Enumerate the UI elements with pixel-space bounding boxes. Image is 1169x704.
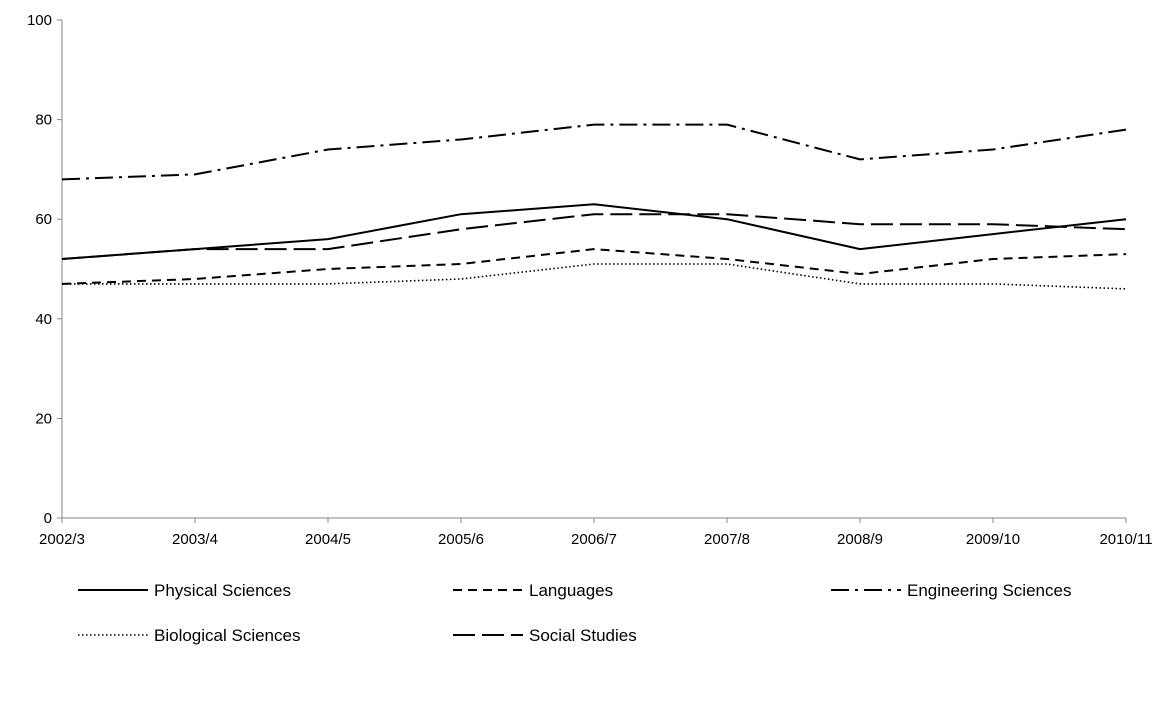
y-tick-label: 100 bbox=[27, 12, 52, 29]
legend-label: Languages bbox=[529, 581, 613, 600]
y-tick-label: 60 bbox=[35, 211, 52, 228]
y-tick-label: 20 bbox=[35, 410, 52, 427]
plot-area bbox=[61, 123, 1127, 290]
series-line-biological-sciences bbox=[62, 263, 1127, 290]
legend-label: Biological Sciences bbox=[154, 626, 300, 645]
legend-item: Engineering Sciences bbox=[831, 581, 1071, 600]
chart-axes: 0 20 40 60 80 100 2002/3 2003/4 2004/5 2005/6 2006… bbox=[27, 12, 1153, 548]
x-tick-label: 2003/4 bbox=[172, 531, 218, 548]
series-line-languages bbox=[61, 248, 1127, 285]
x-tick-label: 2006/7 bbox=[571, 531, 617, 548]
legend-label: Physical Sciences bbox=[154, 581, 291, 600]
series-line-physical-sciences bbox=[61, 203, 1127, 260]
legend-label: Engineering Sciences bbox=[907, 581, 1071, 600]
legend-label: Social Studies bbox=[529, 626, 637, 645]
y-tick-label: 40 bbox=[35, 311, 52, 328]
x-tick-label: 2008/9 bbox=[837, 531, 883, 548]
x-tick-label: 2005/6 bbox=[438, 531, 484, 548]
legend-item: Physical Sciences bbox=[78, 581, 291, 600]
x-tick-label: 2007/8 bbox=[704, 531, 750, 548]
legend-item: Languages bbox=[453, 581, 613, 600]
chart-legend: Physical Sciences Languages Engineering Sc… bbox=[78, 581, 1071, 645]
x-tick-label: 2002/3 bbox=[39, 531, 85, 548]
y-tick-label: 0 bbox=[44, 510, 52, 527]
legend-item: Social Studies bbox=[453, 626, 637, 645]
x-tick-label: 2004/5 bbox=[305, 531, 351, 548]
x-tick-label: 2010/11 bbox=[1099, 531, 1152, 548]
legend-item: Biological Sciences bbox=[78, 626, 300, 645]
x-tick-label: 2009/10 bbox=[966, 531, 1020, 548]
y-tick-label: 80 bbox=[35, 112, 52, 129]
series-line-engineering-sciences bbox=[61, 123, 1127, 181]
series-line-social-studies bbox=[61, 213, 1127, 260]
